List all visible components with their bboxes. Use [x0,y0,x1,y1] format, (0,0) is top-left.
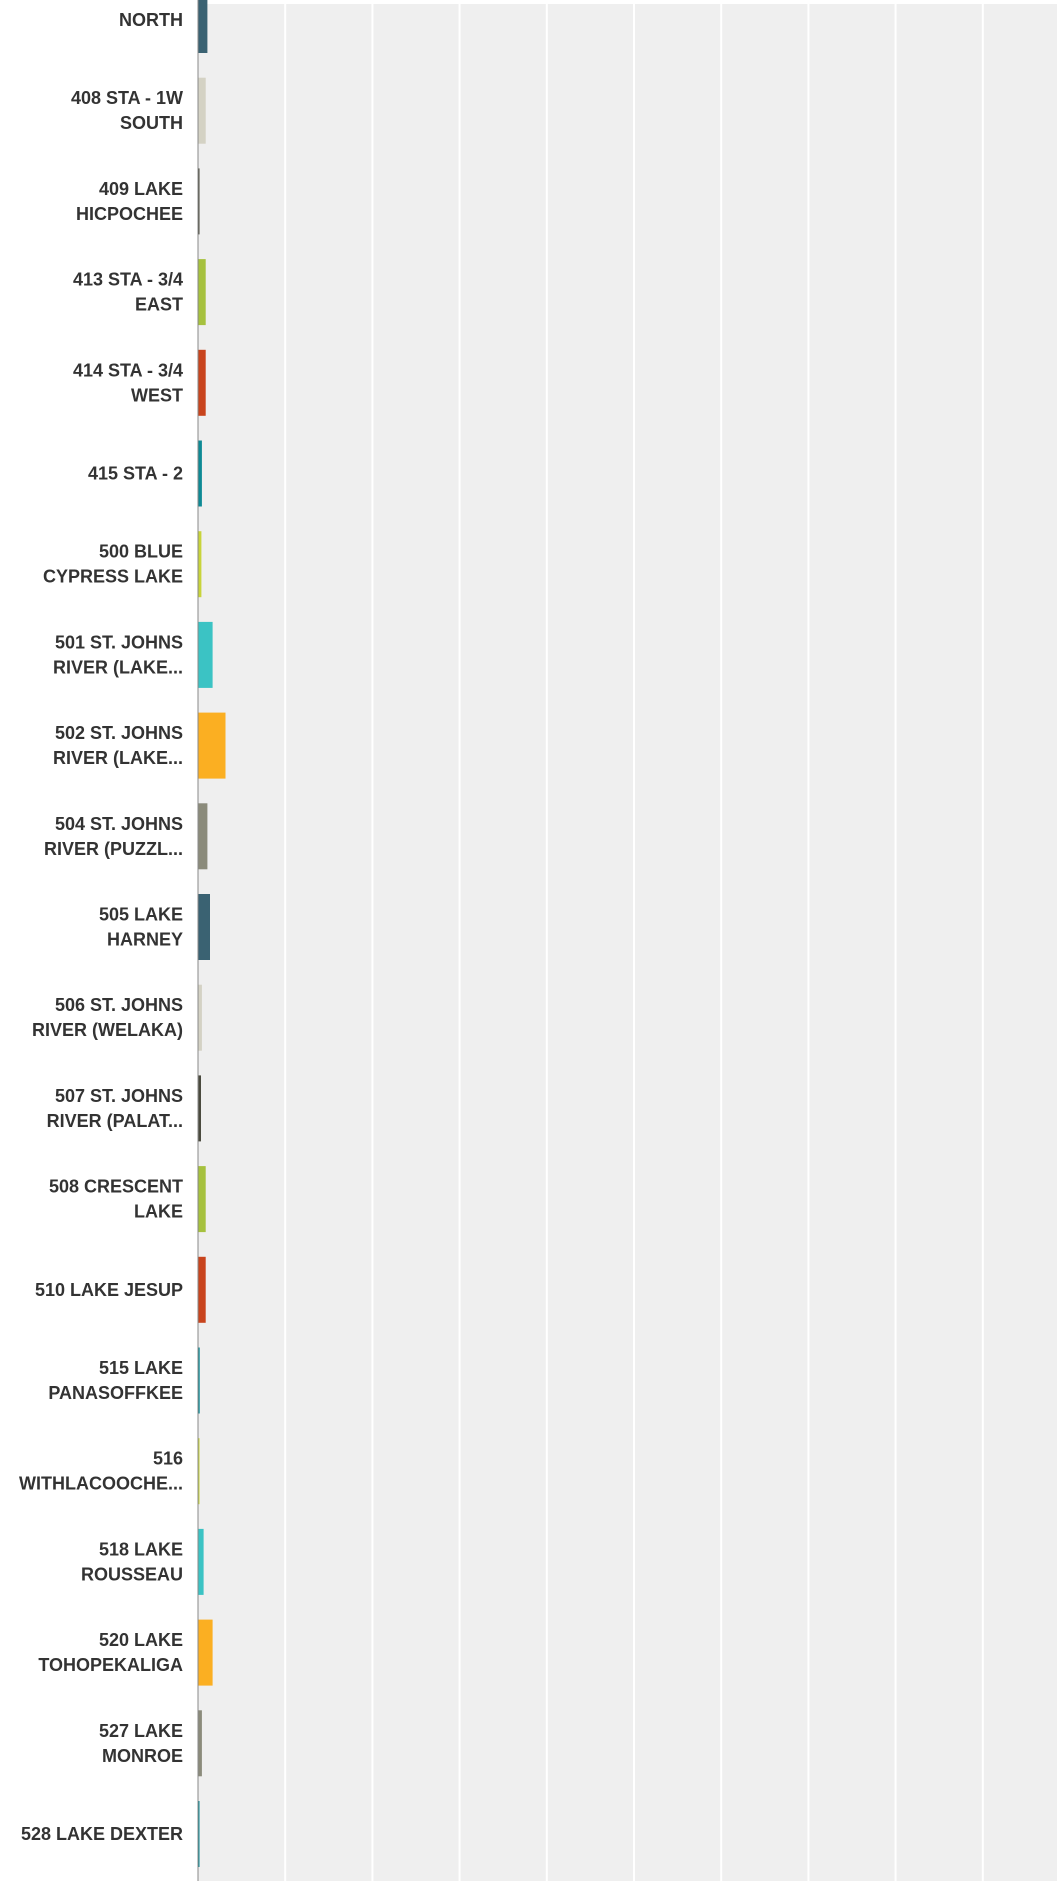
category-label: 502 ST. JOHNS RIVER (LAKE... [53,723,183,768]
category-label-line: 413 STA - 3/4 [73,270,183,290]
category-label-line: RIVER (WELAKA) [32,1020,183,1040]
category-label: 527 LAKE MONROE [99,1721,183,1766]
category-label-line: 500 BLUE [99,542,183,562]
category-label: 520 LAKE TOHOPEKALIGA [38,1630,183,1675]
category-label-line: 515 LAKE [99,1358,183,1378]
bar [198,259,206,326]
category-label-line: RIVER (PALAT... [47,1111,183,1131]
bar [198,168,200,235]
category-label-line: 415 STA - 2 [88,464,183,484]
category-label: 501 ST. JOHNS RIVER (LAKE... [53,632,183,677]
category-label: NORTH [119,10,183,30]
bars [198,0,226,1867]
category-label-line: 414 STA - 3/4 [73,360,183,380]
category-label: 500 BLUE CYPRESS LAKE [43,542,183,587]
category-label: 508 CRESCENT LAKE [49,1177,183,1222]
category-label-line: 528 LAKE DEXTER [21,1824,183,1844]
category-label-line: LAKE [134,1202,183,1222]
category-label-line: RIVER (LAKE... [53,748,183,768]
category-label: 505 LAKE HARNEY [99,905,183,950]
category-label: 510 LAKE JESUP [35,1280,183,1300]
category-label: 504 ST. JOHNS RIVER (PUZZL... [44,814,183,859]
bar [198,1256,206,1323]
category-label-line: WITHLACOOCHE... [19,1474,183,1494]
category-label-line: 508 CRESCENT [49,1177,183,1197]
bar [198,531,202,598]
category-label-line: 507 ST. JOHNS [55,1086,183,1106]
category-label-line: 409 LAKE [99,179,183,199]
category-label-line: HICPOCHEE [76,204,183,224]
category-label-line: TOHOPEKALIGA [38,1655,183,1675]
category-label: 409 LAKE HICPOCHEE [76,179,183,224]
category-label-line: EAST [135,295,183,315]
category-label-line: 527 LAKE [99,1721,183,1741]
bar [198,1075,201,1142]
category-label-line: 516 [153,1449,183,1469]
bar [198,1347,200,1414]
gridlines [284,4,984,1881]
category-label: 507 ST. JOHNS RIVER (PALAT... [47,1086,183,1131]
category-label: 515 LAKE PANASOFFKEE [48,1358,183,1403]
bar [198,1438,200,1505]
category-label-line: PANASOFFKEE [48,1383,183,1403]
bar [198,1166,206,1233]
category-label: 414 STA - 3/4 WEST [73,360,183,405]
category-label-line: 505 LAKE [99,905,183,925]
bar [198,712,226,779]
bar [198,1528,204,1595]
bar [198,0,208,53]
category-label-line: 501 ST. JOHNS [55,632,183,652]
bar [198,803,208,870]
category-label-line: 520 LAKE [99,1630,183,1650]
bar [198,1801,200,1867]
bar [198,1710,202,1777]
category-label-line: WEST [131,385,183,405]
category-label-line: 408 STA - 1W [71,88,183,108]
bar [198,77,206,144]
category-label: 516 WITHLACOOCHE... [19,1449,183,1494]
category-label: 528 LAKE DEXTER [21,1824,183,1844]
category-label-line: MONROE [102,1746,183,1766]
bar [198,440,202,507]
category-label: 518 LAKE ROUSSEAU [81,1539,183,1584]
category-label: 413 STA - 3/4 EAST [73,270,183,315]
category-label-line: CYPRESS LAKE [43,567,183,587]
category-label-line: 504 ST. JOHNS [55,814,183,834]
category-label-line: RIVER (PUZZL... [44,839,183,859]
bar [198,349,206,416]
bar [198,894,210,960]
bar [198,1619,213,1686]
category-label-line: HARNEY [107,930,183,950]
category-label-line: 506 ST. JOHNS [55,995,183,1015]
category-label-line: 502 ST. JOHNS [55,723,183,743]
bar [198,984,202,1051]
category-label: 408 STA - 1W SOUTH [71,88,183,133]
bar [198,621,213,688]
category-label: 415 STA - 2 [88,464,183,484]
category-label: 506 ST. JOHNS RIVER (WELAKA) [32,995,183,1040]
plot-area [198,4,1057,1881]
category-label-line: 518 LAKE [99,1539,183,1559]
category-label-line: 510 LAKE JESUP [35,1280,183,1300]
category-label-line: ROUSSEAU [81,1564,183,1584]
category-label-line: SOUTH [120,113,183,133]
category-label-line: NORTH [119,10,183,30]
category-label-line: RIVER (LAKE... [53,657,183,677]
